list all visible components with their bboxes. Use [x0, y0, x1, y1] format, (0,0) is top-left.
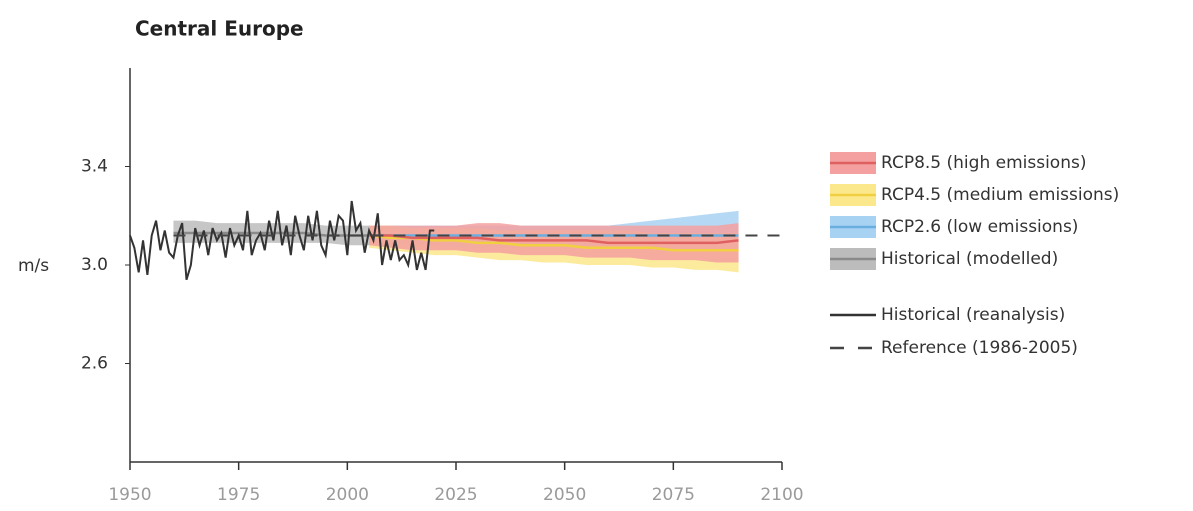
chart-title: Central Europe — [135, 17, 304, 41]
range-band — [369, 223, 739, 263]
legend-label: RCP4.5 (medium emissions) — [881, 185, 1119, 205]
plot-area — [129, 200, 782, 281]
y-tick-label: 2.6 — [81, 354, 108, 374]
legend: RCP8.5 (high emissions) RCP4.5 (medium em… — [830, 152, 1119, 358]
legend-label: Reference (1986-2005) — [881, 338, 1078, 358]
legend-label: RCP2.6 (low emissions) — [881, 217, 1078, 237]
x-tick-label: 2050 — [543, 485, 586, 505]
y-tick-label: 3.0 — [81, 255, 108, 275]
x-tick-label: 2075 — [652, 485, 695, 505]
y-tick-label: 3.4 — [81, 157, 108, 177]
legend-label: Historical (modelled) — [881, 249, 1058, 269]
legend-label: Historical (reanalysis) — [881, 305, 1065, 325]
x-tick-label: 1950 — [108, 485, 151, 505]
x-tick-label: 2000 — [326, 485, 369, 505]
x-tick-label: 1975 — [217, 485, 260, 505]
data-line — [129, 200, 435, 281]
x-tick-label: 2025 — [434, 485, 477, 505]
x-tick-label: 2100 — [760, 485, 803, 505]
median-line — [369, 234, 739, 245]
legend-label: RCP8.5 (high emissions) — [881, 153, 1086, 173]
median-line — [368, 234, 739, 252]
y-axis-label: m/s — [18, 256, 49, 276]
